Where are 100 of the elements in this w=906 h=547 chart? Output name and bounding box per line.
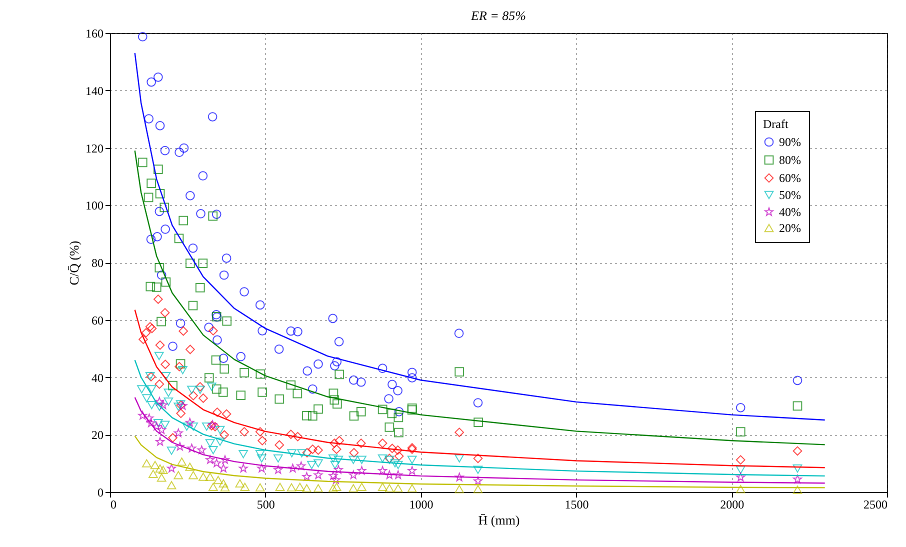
point	[407, 456, 417, 464]
point	[255, 450, 265, 458]
point	[145, 322, 155, 332]
point	[154, 206, 164, 216]
point	[258, 326, 267, 336]
point	[212, 384, 222, 394]
point	[218, 354, 228, 363]
point	[212, 458, 222, 468]
point	[166, 446, 176, 455]
point	[202, 422, 212, 431]
point	[736, 472, 746, 482]
point	[174, 402, 184, 411]
point	[153, 419, 163, 428]
point	[378, 438, 388, 448]
point	[146, 385, 156, 394]
point	[166, 480, 176, 490]
point	[195, 382, 205, 392]
point	[176, 359, 186, 368]
x-tick-label: 1000	[409, 498, 434, 512]
point	[288, 464, 298, 472]
point	[156, 316, 166, 326]
point	[314, 459, 323, 468]
point	[474, 418, 483, 427]
point	[238, 464, 248, 472]
point	[146, 77, 156, 87]
point	[388, 380, 397, 390]
point	[236, 390, 246, 400]
line-series	[134, 396, 826, 484]
point	[179, 143, 189, 153]
point	[274, 394, 284, 404]
point	[256, 454, 266, 463]
point	[174, 470, 184, 480]
point	[474, 476, 482, 485]
point	[274, 465, 283, 474]
point	[357, 482, 366, 491]
legend-label: 20%	[779, 221, 801, 235]
point	[208, 446, 218, 454]
point	[407, 368, 417, 378]
point	[286, 380, 296, 390]
y-tick-label: 80	[92, 256, 104, 270]
point	[206, 455, 215, 464]
point	[185, 462, 195, 471]
legend-label: 50%	[779, 188, 801, 202]
point	[137, 385, 146, 394]
point	[185, 418, 194, 426]
point	[387, 408, 397, 418]
point	[334, 436, 344, 446]
point	[292, 388, 302, 398]
point	[188, 243, 198, 253]
point	[198, 472, 208, 481]
point	[146, 234, 156, 244]
point	[220, 364, 230, 374]
point	[275, 482, 285, 491]
point	[393, 484, 403, 492]
point	[293, 326, 302, 336]
point	[198, 394, 208, 403]
point	[394, 451, 404, 461]
point	[793, 474, 802, 484]
point	[156, 474, 166, 482]
point	[197, 445, 206, 454]
point	[211, 355, 221, 365]
point	[295, 482, 305, 491]
point	[222, 409, 232, 419]
point	[155, 340, 165, 350]
y-tick-label: 60	[92, 313, 104, 328]
point	[168, 433, 178, 442]
x-tick-label: 1500	[564, 498, 589, 512]
point	[164, 398, 174, 406]
point	[212, 408, 222, 417]
point	[218, 464, 228, 472]
point	[144, 414, 154, 422]
point	[212, 210, 222, 219]
point	[160, 420, 170, 429]
point	[198, 258, 208, 268]
point	[150, 460, 160, 470]
point	[157, 425, 166, 434]
point	[302, 484, 312, 492]
point	[274, 344, 284, 354]
point	[152, 282, 162, 292]
point	[384, 484, 394, 492]
point	[357, 466, 366, 475]
point	[215, 426, 225, 434]
point	[331, 475, 340, 484]
line-series	[134, 309, 826, 468]
point	[205, 472, 215, 481]
point	[258, 436, 267, 446]
point	[146, 400, 156, 410]
point	[328, 471, 338, 480]
point	[210, 422, 220, 432]
point	[314, 445, 323, 455]
point	[144, 192, 154, 202]
point	[220, 455, 230, 464]
point	[473, 466, 483, 474]
point	[188, 422, 198, 431]
point	[388, 444, 397, 454]
point	[308, 444, 318, 454]
point	[240, 368, 249, 378]
point	[222, 316, 232, 326]
point	[792, 464, 802, 473]
point	[164, 388, 174, 397]
